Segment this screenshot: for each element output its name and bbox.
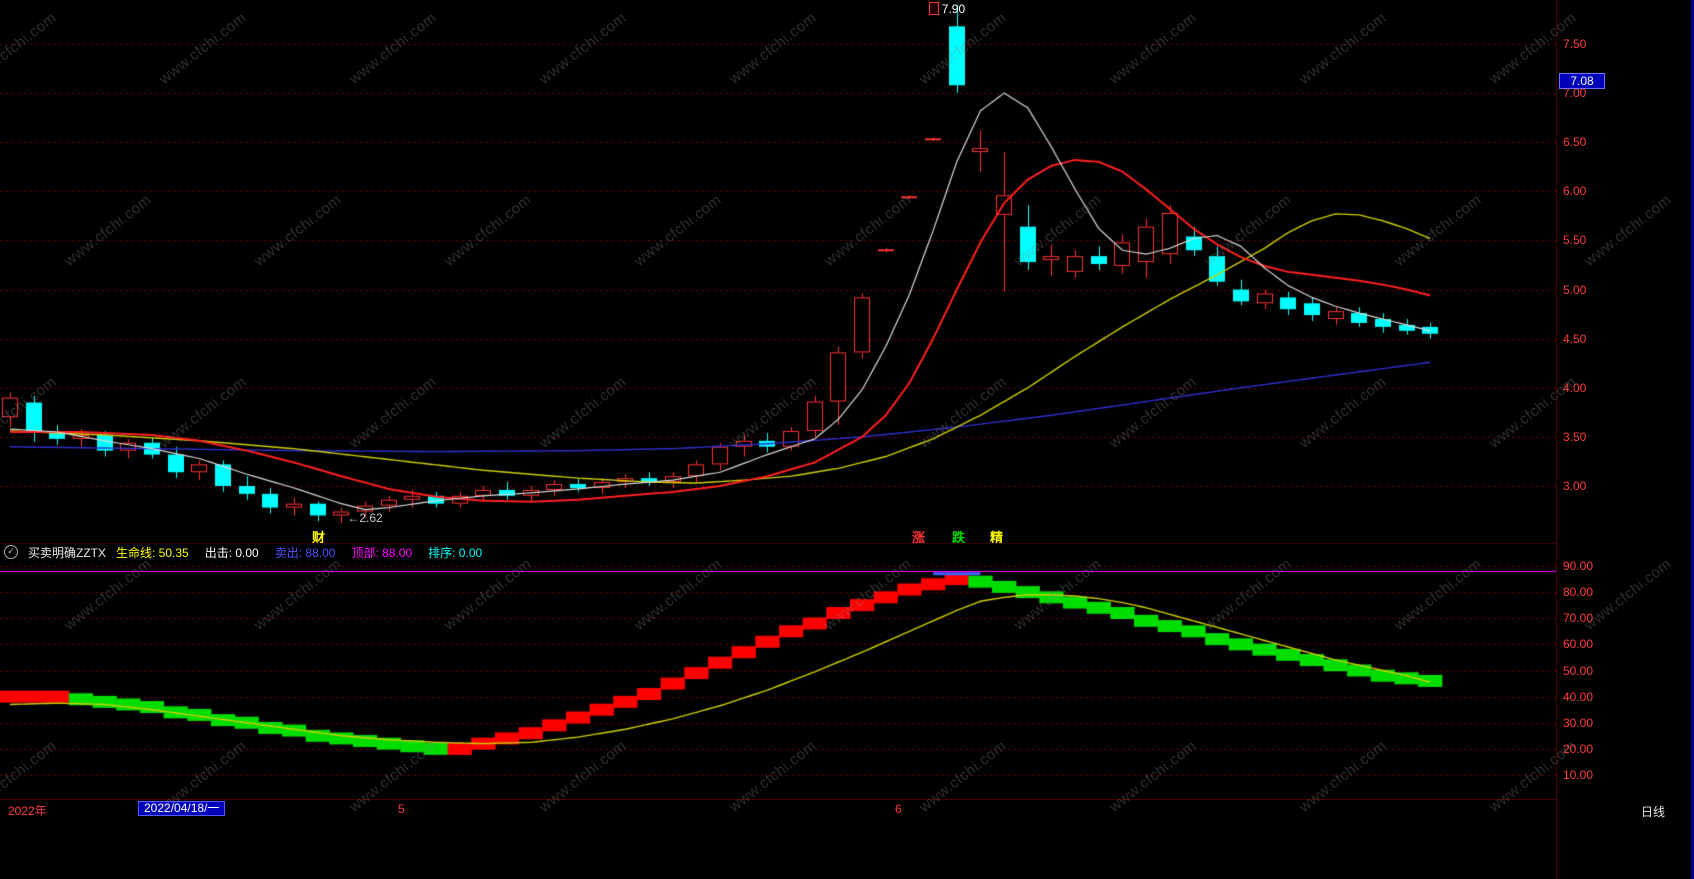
indicator-field: 生命线: 50.35 <box>116 545 189 560</box>
indicator-field: 顶部: 88.00 <box>351 545 413 560</box>
window-right-edge <box>1691 0 1694 879</box>
time-tick: 6 <box>895 802 902 816</box>
signal-marker: 精 <box>990 530 1004 545</box>
price-tick: 4.50 <box>1563 331 1587 346</box>
indicator-title[interactable]: 买卖明确ZZTX <box>28 545 106 560</box>
indicator-tick: 70.00 <box>1563 611 1594 626</box>
price-tick: 3.00 <box>1563 479 1587 493</box>
price-tick: 5.00 <box>1563 282 1587 297</box>
period-label[interactable]: 日线 <box>1641 805 1666 819</box>
time-axis: 2022年 2022/04/18/一 5 6 <box>0 800 1556 818</box>
indicator-tick: 20.00 <box>1563 741 1594 756</box>
time-tick: 2022年 <box>8 804 47 818</box>
price-tick: 6.00 <box>1563 184 1587 199</box>
time-tick: 5 <box>398 802 405 816</box>
indicator-tick: 80.00 <box>1563 585 1594 600</box>
indicator-chart[interactable] <box>0 560 1556 800</box>
indicator-header: ✓ 买卖明确ZZTX 生命线: 50.35 出击: 0.00 卖出: 88.00 顶部… <box>0 543 1556 560</box>
indicator-tick: 40.00 <box>1563 689 1594 704</box>
indicator-values: 生命线: 50.35 出击: 0.00 卖出: 88.00 顶部: 88.00 排序: … <box>116 544 482 561</box>
price-tick: 4.00 <box>1563 380 1587 395</box>
indicator-tick: 30.00 <box>1563 715 1594 730</box>
price-tick: 6.50 <box>1563 135 1587 150</box>
indicator-tick: 50.00 <box>1563 663 1594 678</box>
indicator-toggle-icon[interactable]: ✓ <box>4 545 18 559</box>
indicator-tick: 90.00 <box>1563 559 1594 573</box>
price-tick: 3.50 <box>1563 429 1587 444</box>
high-price-annotation: 7.90 <box>928 2 966 16</box>
high-price-label: 7.90 <box>941 2 966 16</box>
cai-signal-marker: 财 <box>312 530 326 545</box>
low-price-annotation: ←2.62 <box>347 511 383 525</box>
indicator-field: 排序: 0.00 <box>428 545 483 560</box>
price-tick: 7.50 <box>1563 37 1587 51</box>
candle-flag-icon <box>928 2 939 15</box>
indicator-tick: 60.00 <box>1563 637 1594 652</box>
signal-marker: 跌 <box>952 530 966 545</box>
current-price-tag: 7.08 <box>1559 73 1605 90</box>
indicator-field: 卖出: 88.00 <box>274 545 336 560</box>
indicator-field: 出击: 0.00 <box>204 545 259 560</box>
price-tick: 7.00 <box>1563 86 1587 101</box>
price-tick: 5.50 <box>1563 233 1587 248</box>
selected-date-tag: 2022/04/18/一 <box>138 801 226 816</box>
signal-marker: 涨 <box>912 530 926 545</box>
price-axis-column: 7.08 日线 7.50 7.00 6.50 6.00 5.50 5.00 4.50 4.00… <box>1556 0 1694 879</box>
axis-separator <box>0 799 1694 800</box>
indicator-tick: 10.00 <box>1563 768 1594 782</box>
candlestick-chart[interactable] <box>0 0 1556 543</box>
